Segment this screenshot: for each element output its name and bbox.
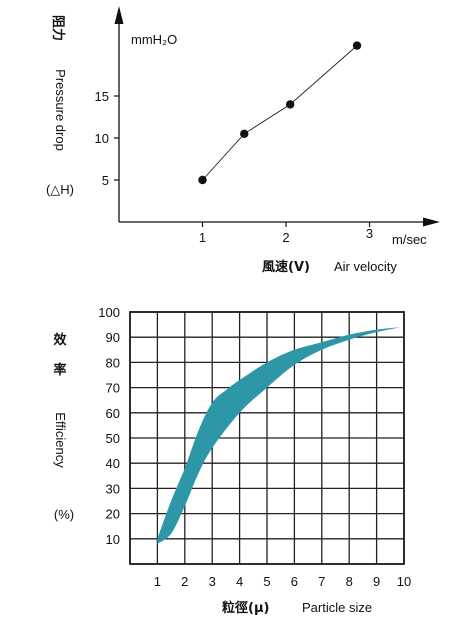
chart2-x-tick-label: 7 xyxy=(318,574,325,589)
chart2-xlabel-cn: 粒徑(μ) xyxy=(222,600,269,616)
chart1-ylabel-cn: 阻力 xyxy=(50,15,66,41)
chart2-ylabel-cn-2: 率 xyxy=(53,362,66,378)
chart1-y-tick-label: 5 xyxy=(102,173,109,188)
chart1-x-axis-arrow xyxy=(423,217,440,227)
chart2-y-tick-label: 100 xyxy=(98,305,120,320)
chart2-y-tick-label: 60 xyxy=(106,406,120,421)
chart1-x-tick-label: 1 xyxy=(199,230,206,245)
chart2-x-tick-label: 1 xyxy=(154,574,161,589)
efficiency-band xyxy=(157,327,402,544)
chart1-ylabel-sym: (△H) xyxy=(46,182,74,197)
chart1-y-tick-label: 10 xyxy=(95,131,109,146)
pressure-drop-point xyxy=(286,100,295,109)
chart1-y-tick-label: 15 xyxy=(95,89,109,104)
chart2-x-tick-label: 8 xyxy=(346,574,353,589)
chart2-ylabel: 效 率 Efficiency (%) xyxy=(53,332,74,522)
chart2-x-tick-label: 3 xyxy=(209,574,216,589)
chart2-y-tick-label: 30 xyxy=(106,481,120,496)
chart2-x-tick-label: 2 xyxy=(181,574,188,589)
chart2-x-tick-label: 6 xyxy=(291,574,298,589)
chart1-xlabel-en: Air velocity xyxy=(334,259,397,274)
chart2-ticks: 1 2 3 4 5 6 7 8 9 10 10 20 30 40 50 60 70 80 90 100 xyxy=(98,305,411,589)
pressure-drop-point xyxy=(352,41,362,50)
chart2-xlabel-en: Particle size xyxy=(302,600,372,615)
pressure-drop-point xyxy=(240,129,249,138)
chart2-ylabel-en: Efficiency xyxy=(53,412,68,468)
chart1-xlabel-cn: 風速(V) xyxy=(262,259,310,275)
chart2-x-tick-label: 4 xyxy=(236,574,243,589)
chart2-y-tick-label: 20 xyxy=(106,507,120,522)
chart2-y-tick-label: 90 xyxy=(106,330,120,345)
chart2-x-tick-label: 9 xyxy=(373,574,380,589)
efficiency-chart: 1 2 3 4 5 6 7 8 9 10 10 20 30 40 50 60 70 80 90 100 效 率 Eff… xyxy=(53,305,411,616)
chart2-y-tick-label: 50 xyxy=(106,431,120,446)
chart2-y-tick-label: 80 xyxy=(106,355,120,370)
chart1-ylabel: 阻力 Pressure drop (△H) xyxy=(46,15,74,197)
pressure-drop-line xyxy=(202,45,358,181)
chart2-y-tick-label: 10 xyxy=(106,532,120,547)
pressure-drop-point xyxy=(198,175,207,185)
chart2-y-tick-label: 70 xyxy=(106,381,120,396)
chart1-unit: mmH₂O xyxy=(131,32,177,47)
chart2-ylabel-cn-1: 效 xyxy=(53,332,67,348)
chart1-xunit: m/sec xyxy=(392,232,427,247)
chart1-x-tick-label: 2 xyxy=(282,230,289,245)
chart1-series xyxy=(198,41,362,185)
pressure-drop-chart: 1 2 3 5 10 15 阻力 Pressure drop (△H) mmH₂O m/s… xyxy=(46,6,440,275)
chart2-y-tick-label: 40 xyxy=(106,456,120,471)
chart1-x-tick-label: 3 xyxy=(366,226,373,241)
chart2-ylabel-unit: (%) xyxy=(54,507,74,522)
chart2-plot-border xyxy=(129,311,405,565)
chart1-ticks: 1 2 3 5 10 15 xyxy=(95,89,374,245)
chart1-ylabel-en: Pressure drop xyxy=(53,69,68,151)
chart2-x-tick-label: 5 xyxy=(263,574,270,589)
chart2-x-tick-label: 10 xyxy=(397,574,411,589)
chart1-y-axis-arrow xyxy=(114,6,124,24)
